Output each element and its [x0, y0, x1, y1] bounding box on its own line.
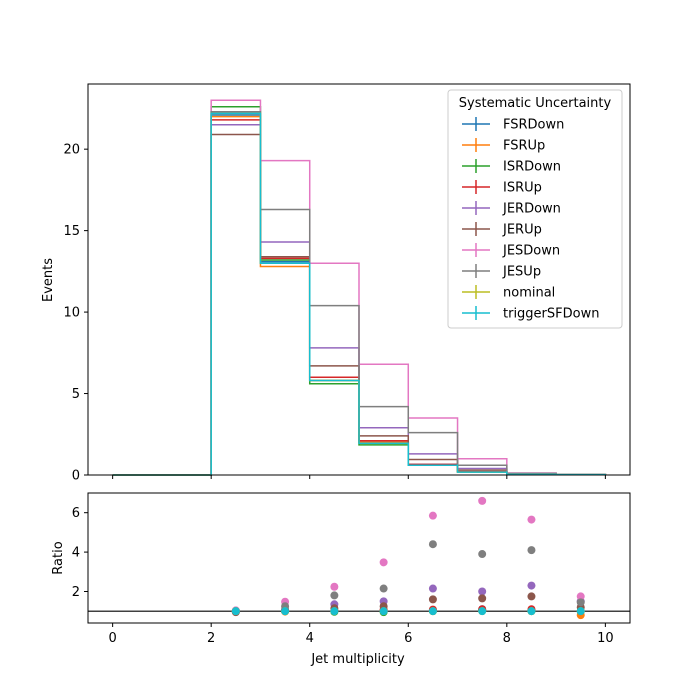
ratio-y-tick-label: 4	[72, 546, 80, 561]
ratio-y-axis-label: Ratio	[51, 541, 66, 574]
legend-label: JERDown	[502, 202, 561, 217]
ratio-point-JESUp	[379, 584, 388, 593]
ratio-point-JESDown	[330, 582, 339, 591]
legend-item-JERUp: JERUp	[462, 222, 542, 238]
ratio-point-JERDown	[428, 584, 437, 593]
main-y-ticks: 0 5 10 15 20	[63, 143, 88, 484]
legend-label: FSRUp	[503, 139, 545, 154]
legend-item-JERDown: JERDown	[462, 201, 561, 217]
ratio-point-JESDown	[379, 558, 388, 567]
ratio-x-ticks: 0 2 4 6 8 10	[108, 623, 614, 646]
ratio-points-group	[231, 496, 585, 620]
ratio-point-JESDown	[576, 592, 585, 601]
legend-label: ISRUp	[503, 181, 542, 196]
main-y-tick-label: 10	[63, 306, 80, 321]
legend-item-JESDown: JESDown	[462, 243, 560, 259]
main-y-tick-label: 0	[72, 469, 80, 484]
legend-item-FSRDown: FSRDown	[462, 117, 564, 133]
ratio-point-triggerSFDown	[379, 607, 388, 616]
legend-label: triggerSFDown	[503, 307, 599, 322]
ratio-point-triggerSFDown	[428, 607, 437, 616]
ratio-panel: 2 4 6 0 2 4 6 8 10 Ratio Jet multiplicity	[51, 492, 631, 667]
legend-item-JESUp: JESUp	[462, 264, 541, 280]
histogram-series-triggerSFDown	[112, 112, 607, 476]
main-series-group	[112, 99, 607, 476]
ratio-point-JERDown	[478, 587, 487, 596]
legend: Systematic Uncertainty FSRDown FSRUp ISRDo…	[447, 89, 623, 329]
ratio-point-triggerSFDown	[281, 607, 290, 616]
ratio-point-triggerSFDown	[527, 607, 536, 616]
legend-label: FSRDown	[503, 118, 564, 133]
legend-title: Systematic Uncertainty	[459, 96, 612, 111]
ratio-point-JESUp	[527, 546, 536, 555]
x-tick-label: 0	[108, 631, 116, 646]
ratio-plot-frame	[87, 492, 631, 624]
ratio-point-JESUp	[478, 550, 487, 559]
ratio-point-JESDown	[478, 496, 487, 505]
main-y-tick-label: 20	[63, 143, 80, 158]
ratio-point-JERUp	[478, 594, 487, 603]
ratio-y-tick-label: 2	[72, 585, 80, 600]
ratio-point-JESDown	[527, 515, 536, 524]
main-x-ticks	[112, 475, 606, 479]
ratio-point-triggerSFDown	[231, 607, 240, 616]
legend-item-ISRDown: ISRDown	[462, 159, 561, 175]
x-tick-label: 8	[503, 631, 511, 646]
x-tick-label: 10	[597, 631, 614, 646]
ratio-point-JESDown	[428, 511, 437, 520]
ratio-point-triggerSFDown	[576, 607, 585, 616]
legend-label: JERUp	[502, 223, 542, 238]
legend-label: JESDown	[502, 244, 560, 259]
ratio-point-triggerSFDown	[330, 607, 339, 616]
legend-item-FSRUp: FSRUp	[462, 138, 545, 154]
ratio-point-JERUp	[428, 595, 437, 604]
ratio-y-tick-label: 6	[72, 506, 80, 521]
ratio-point-JERDown	[527, 581, 536, 590]
legend-label: nominal	[503, 286, 555, 301]
ratio-point-JESUp	[330, 591, 339, 600]
x-tick-label: 4	[306, 631, 314, 646]
ratio-point-JERUp	[527, 592, 536, 601]
legend-item-ISRUp: ISRUp	[462, 180, 542, 196]
legend-items: FSRDown FSRUp ISRDown ISRUp JERDown JERUp JESD…	[462, 117, 599, 322]
legend-item-triggerSFDown: triggerSFDown	[462, 306, 599, 322]
main-y-axis-label: Events	[41, 258, 56, 302]
legend-box	[447, 89, 623, 329]
ratio-point-JESUp	[428, 540, 437, 549]
main-plot-frame	[87, 83, 631, 476]
legend-item-nominal: nominal	[462, 285, 555, 301]
x-tick-label: 2	[207, 631, 215, 646]
ratio-point-triggerSFDown	[478, 607, 487, 616]
ratio-plot-area	[88, 493, 630, 623]
histogram-series-JESUp	[112, 110, 607, 476]
x-tick-label: 6	[404, 631, 412, 646]
main-y-tick-label: 15	[63, 224, 80, 239]
legend-label: ISRDown	[503, 160, 561, 175]
legend-label: JESUp	[502, 265, 541, 280]
ratio-y-ticks: 2 4 6	[72, 506, 88, 600]
main-y-tick-label: 5	[72, 387, 80, 402]
ratio-point-JESUp	[576, 598, 585, 607]
x-axis-label: Jet multiplicity	[310, 652, 405, 667]
